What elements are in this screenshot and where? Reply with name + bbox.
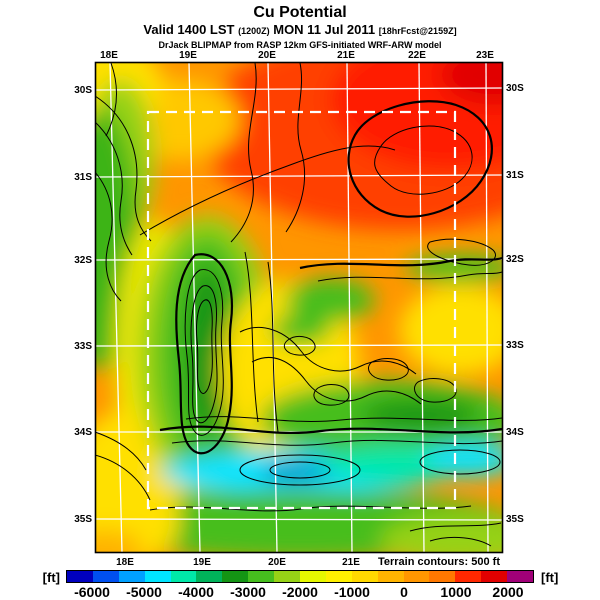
lon-tick-label: 21E — [342, 557, 360, 568]
colorbar-segment — [481, 571, 508, 582]
colorbar-segment — [325, 571, 352, 582]
colorbar-tick-label: 2000 — [492, 584, 524, 600]
colorbar-segment — [274, 571, 301, 582]
lon-tick-label: 20E — [258, 50, 276, 61]
lon-tick-label: 21E — [337, 50, 355, 61]
lat-tick-label: 30S — [74, 85, 92, 96]
colorbar: [ft] [ft] -6000 -5000 -4000 -3000 -2000 -1000… — [0, 569, 600, 600]
colorbar-segment — [507, 571, 534, 582]
colorbar-segment — [92, 571, 119, 582]
cu-potential-field — [95, 62, 503, 553]
lat-tick-label: 31S — [74, 172, 92, 183]
lat-tick-label: 32S — [506, 254, 524, 265]
colorbar-segments — [66, 570, 534, 583]
lon-tick-label: 22E — [408, 50, 426, 61]
colorbar-segment — [118, 571, 145, 582]
colorbar-unit-right: [ft] — [541, 570, 559, 585]
terrain-contours-note: Terrain contours: 500 ft — [378, 556, 500, 568]
map-border — [94, 61, 504, 554]
lon-axis-top: 18E 19E 20E 21E 22E 23E — [100, 50, 494, 61]
colorbar-tick-label: 0 — [400, 584, 408, 600]
colorbar-segment — [300, 571, 326, 582]
valid-date-label: MON 11 Jul 2011 — [273, 22, 376, 37]
colorbar-segment — [222, 571, 249, 582]
lat-tick-label: 34S — [506, 427, 524, 438]
colorbar-segment — [196, 571, 223, 582]
colorbar-tick-label: 1000 — [440, 584, 472, 600]
lon-tick-label: 18E — [116, 557, 134, 568]
lon-tick-label: 20E — [268, 557, 286, 568]
colorbar-tick-label: -6000 — [74, 584, 110, 600]
lat-tick-label: 33S — [506, 340, 524, 351]
lon-tick-label: 18E — [100, 50, 118, 61]
colorbar-ticks: -6000 -5000 -4000 -3000 -2000 -1000 0 1000 2000 — [0, 584, 600, 600]
colorbar-segment — [377, 571, 404, 582]
lat-tick-label: 32S — [74, 255, 92, 266]
lat-tick-label: 31S — [506, 170, 524, 181]
chart-subtitle: Valid 1400 LST (1200Z) MON 11 Jul 2011 [… — [0, 22, 600, 39]
lat-tick-label: 34S — [74, 427, 92, 438]
lon-tick-label: 23E — [476, 50, 494, 61]
colorbar-tick-label: -2000 — [282, 584, 318, 600]
lon-tick-label: 19E — [193, 557, 211, 568]
lon-axis-bottom: 18E 19E 20E 21E — [116, 557, 360, 568]
colorbar-tick-label: -1000 — [334, 584, 370, 600]
lon-tick-label: 19E — [179, 50, 197, 61]
colorbar-segment — [351, 571, 378, 582]
chart-header: Cu Potential Valid 1400 LST (1200Z) MON … — [0, 4, 600, 51]
chart-title: Cu Potential — [253, 4, 347, 21]
colorbar-segment — [67, 571, 93, 582]
forecast-hour-label: [18hrFcst@2159Z] — [378, 26, 457, 36]
lat-tick-label: 33S — [74, 341, 92, 352]
colorbar-tick-label: -3000 — [230, 584, 266, 600]
colorbar-unit-left: [ft] — [42, 570, 60, 585]
model-domain-dashed-box — [146, 110, 457, 510]
lat-tick-label: 35S — [506, 514, 524, 525]
colorbar-tick-label: -5000 — [126, 584, 162, 600]
valid-time-label: Valid 1400 LST — [143, 22, 235, 37]
model-credit: DrJack BLIPMAP from RASP 12km GFS-initia… — [158, 40, 442, 50]
colorbar-segment — [403, 571, 430, 582]
lat-tick-label: 30S — [506, 83, 524, 94]
colorbar-segment — [144, 571, 171, 582]
valid-utc-label: (1200Z) — [238, 26, 270, 36]
colorbar-segment — [248, 571, 275, 582]
colorbar-segment — [429, 571, 456, 582]
colorbar-segment — [455, 571, 482, 582]
lat-tick-label: 35S — [74, 514, 92, 525]
colorbar-segment — [170, 571, 197, 582]
colorbar-tick-label: -4000 — [178, 584, 214, 600]
lat-axis-right: 30S 31S 32S 33S 34S 35S — [506, 83, 524, 525]
lat-axis-left: 30S 31S 32S 33S 34S 35S — [74, 85, 92, 525]
